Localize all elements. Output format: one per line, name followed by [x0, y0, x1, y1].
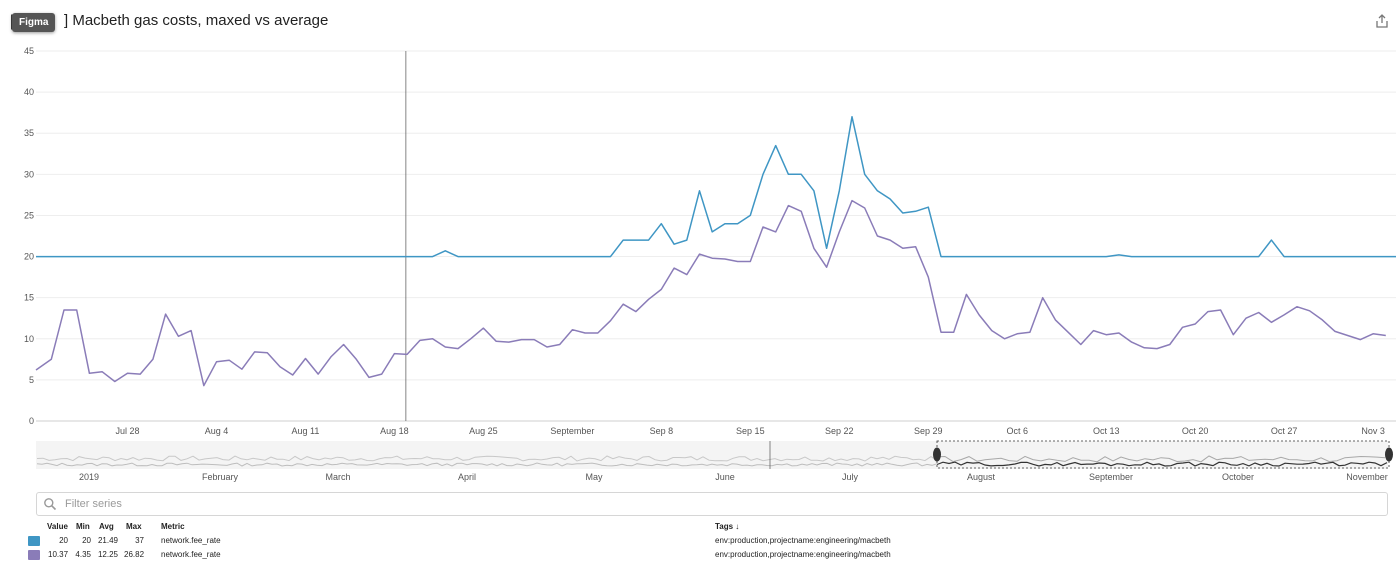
legend-header-row: Value Min Avg Max Metric Tags ↓ [0, 520, 1400, 534]
overview-label: September [1089, 472, 1133, 482]
row-min: 4.35 [75, 550, 91, 559]
row-avg: 12.25 [97, 550, 118, 559]
overview-chart[interactable]: 2019 February March April May June July August S… [0, 440, 1400, 486]
x-tick-label: Jul 28 [115, 426, 139, 436]
header-tags[interactable]: Tags ↓ [715, 522, 740, 531]
y-tick-label: 30 [24, 169, 34, 179]
x-tick-label: Oct 27 [1271, 426, 1298, 436]
y-tick-label: 35 [24, 128, 34, 138]
series-lines [35, 116, 1396, 387]
title-label: Macbeth gas costs, maxed vs average [72, 12, 329, 29]
x-axis-ticks: Jul 28 Aug 4 Aug 11 Aug 18 Aug 25 September Se… [115, 426, 1384, 436]
x-tick-label: Sep 29 [914, 426, 943, 436]
x-tick-label: Sep 15 [736, 426, 765, 436]
overview-label: 2019 [79, 472, 99, 482]
row-max: 37 [135, 536, 144, 545]
header-max[interactable]: Max [126, 522, 142, 531]
header-value[interactable]: Value [47, 522, 68, 531]
row-max: 26.82 [124, 550, 145, 559]
x-tick-label: Sep 22 [825, 426, 854, 436]
figma-badge[interactable]: Figma [12, 13, 56, 32]
overview-label: March [325, 472, 350, 482]
overview-label: May [585, 472, 603, 482]
overview-label: June [715, 472, 735, 482]
x-tick-label: September [550, 426, 594, 436]
row-tags: env:production,projectname:engineering/m… [715, 536, 891, 545]
overview-background [36, 441, 1388, 469]
overview-label: February [202, 472, 239, 482]
y-tick-label: 40 [24, 87, 34, 97]
widget-title: ] Macbeth gas costs, maxed vs average [64, 12, 328, 29]
y-grid [36, 50, 1396, 422]
x-tick-label: Oct 20 [1182, 426, 1209, 436]
overview-selected-series-b [936, 461, 1388, 467]
overview-axis-labels: 2019 February March April May June July August S… [79, 472, 1388, 482]
header-avg[interactable]: Avg [99, 522, 114, 531]
row-value: 10.37 [48, 550, 69, 559]
y-tick-label: 20 [24, 252, 34, 262]
header-metric[interactable]: Metric [161, 522, 185, 531]
row-min: 20 [82, 536, 91, 545]
overview-label: November [1346, 472, 1388, 482]
overview-series-a [36, 455, 938, 462]
row-avg: 21.49 [97, 536, 118, 545]
overview-label: July [842, 472, 859, 482]
y-tick-label: 15 [24, 293, 34, 303]
overview-series-b [36, 462, 938, 467]
overview-selected-series-a [936, 455, 1386, 463]
x-tick-label: Sep 8 [650, 426, 674, 436]
overview-right-handle[interactable] [1385, 447, 1393, 462]
overview-label: April [458, 472, 476, 482]
legend-row[interactable]: 10.37 4.35 12.25 26.82 network.fee_rate … [0, 548, 1400, 562]
x-tick-label: Oct 6 [1006, 426, 1028, 436]
x-tick-label: Aug 18 [380, 426, 409, 436]
series-line[interactable] [35, 199, 1386, 387]
x-tick-label: Aug 11 [292, 426, 320, 436]
header-min[interactable]: Min [76, 522, 90, 531]
legend-row[interactable]: 20 20 21.49 37 network.fee_rate env:prod… [0, 534, 1400, 548]
series-color-swatch[interactable] [28, 550, 40, 560]
legend-table: Value Min Avg Max Metric Tags ↓ 20 20 21… [0, 520, 1400, 562]
x-tick-label: Oct 13 [1093, 426, 1120, 436]
filter-series-input[interactable] [63, 497, 1367, 511]
y-tick-label: 0 [29, 416, 34, 426]
row-tags: env:production,projectname:engineering/m… [715, 550, 891, 559]
y-axis-ticks: 0 5 10 15 20 25 30 35 40 45 [24, 46, 34, 426]
series-line[interactable] [36, 116, 1396, 258]
y-tick-label: 45 [24, 46, 34, 56]
title-bracket-close: ] [64, 12, 69, 29]
x-tick-label: Aug 4 [205, 426, 229, 436]
row-metric: network.fee_rate [161, 550, 221, 559]
y-tick-label: 25 [24, 210, 34, 220]
y-tick-label: 5 [29, 375, 34, 385]
overview-label: October [1222, 472, 1254, 482]
series-color-swatch[interactable] [28, 536, 40, 546]
filter-series-box[interactable] [36, 492, 1388, 516]
overview-left-handle[interactable] [933, 447, 941, 462]
row-value: 20 [59, 536, 68, 545]
search-icon [44, 498, 57, 511]
x-tick-label: Aug 25 [469, 426, 498, 436]
row-metric: network.fee_rate [161, 536, 221, 545]
y-tick-label: 10 [24, 334, 34, 344]
share-icon[interactable] [1374, 13, 1390, 29]
main-chart[interactable]: 0 5 10 15 20 25 30 35 40 45 Jul 28 Aug 4 Aug 11 Aug … [0, 40, 1400, 440]
x-tick-label: Nov 3 [1361, 426, 1385, 436]
overview-label: August [967, 472, 996, 482]
